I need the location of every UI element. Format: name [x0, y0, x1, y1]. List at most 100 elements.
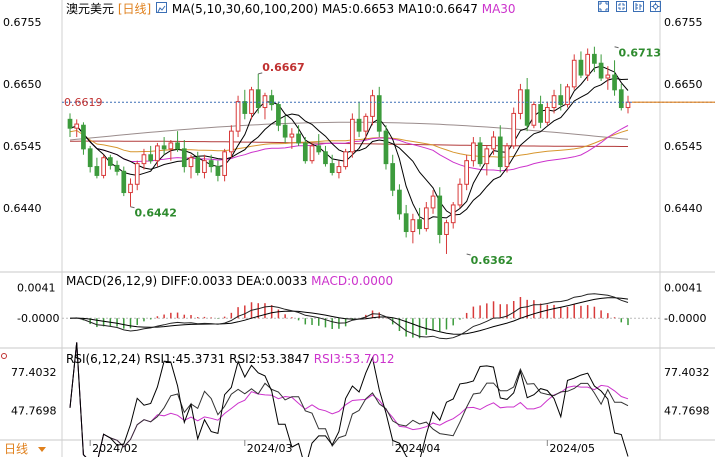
rsi3-line: [69, 342, 629, 457]
candle-body: [269, 95, 275, 106]
annotation-label: 0.6442: [135, 207, 177, 220]
candle-body: [390, 163, 396, 191]
candle-body: [181, 148, 187, 168]
rsi-header: RSI(6,12,24) RSI1:45.3731 RSI2:53.3847 R…: [66, 352, 395, 366]
shrink-icon[interactable]: [616, 1, 627, 12]
chart-header: 澳元美元 [日线] MA(5,10,30,60,100,200) MA5:0.6…: [66, 2, 516, 16]
candle-body: [121, 170, 127, 194]
ma-settings-icon[interactable]: [156, 2, 168, 13]
candle-body: [343, 151, 348, 168]
price-tick-right: 0.6755: [664, 16, 703, 29]
macd-dea-line: [69, 297, 629, 335]
rsi2-line: [69, 342, 629, 457]
candle-body: [336, 166, 342, 173]
price-tick-right: 0.6545: [664, 140, 703, 153]
candle-body: [417, 219, 422, 230]
candle-body: [598, 62, 604, 79]
rsi1-value: RSI1:45.3731: [144, 352, 226, 366]
rsi2-value: RSI2:53.3847: [229, 352, 310, 366]
price-tick-right: 0.6650: [664, 78, 703, 91]
dropdown-icon: [37, 447, 46, 452]
indicator-icon[interactable]: [633, 1, 644, 12]
macd-diff: DIFF:0.0033: [160, 274, 233, 288]
x-tick-label: 2024/04: [395, 442, 441, 455]
candle-body: [491, 136, 496, 150]
candle-body: [376, 95, 382, 132]
candle-body: [518, 89, 523, 114]
macd-name: MACD(26,12,9): [66, 274, 158, 288]
candle-body: [229, 130, 234, 153]
period-tab[interactable]: 日线: [0, 441, 60, 457]
candle-body: [612, 74, 617, 91]
candle-body: [101, 157, 106, 176]
ma5-value: MA5:0.6653: [321, 2, 395, 16]
candle-body: [565, 86, 570, 106]
candle-body: [87, 148, 93, 168]
price-tick-left: 0.6545: [3, 140, 42, 153]
candle-body: [175, 142, 180, 150]
candle-body: [605, 74, 611, 79]
macd-tick-right: -0.0000: [664, 312, 706, 325]
price-tick-right: 0.6440: [664, 202, 703, 215]
candle-body: [585, 53, 591, 76]
candle-body: [114, 164, 120, 172]
candle-body: [302, 142, 308, 162]
candle-body: [235, 101, 241, 132]
candle-body: [188, 157, 194, 168]
expand-icon[interactable]: [598, 1, 609, 12]
candle-body: [289, 133, 295, 138]
rsi-tick-right: 77.4032: [664, 366, 710, 379]
candle-body: [155, 145, 160, 162]
candle-body: [296, 133, 301, 144]
rsi-marker-icon: [1, 353, 7, 359]
candle-body: [329, 163, 335, 173]
candle-body: [544, 107, 550, 123]
rsi-tick-left: 47.7698: [11, 405, 57, 418]
rsi-tick-left: 77.4032: [11, 366, 57, 379]
candle-body: [161, 145, 167, 150]
ma30-value: MA30: [481, 2, 516, 16]
settings-icon[interactable]: [650, 1, 661, 12]
annotation-label: 0.6713: [619, 47, 661, 60]
candle-body: [309, 145, 315, 162]
candle-body: [538, 104, 543, 123]
candle-body: [531, 104, 537, 126]
annotation-label: 0.6667: [262, 61, 304, 74]
price-tick-left: 0.6650: [3, 78, 42, 91]
rsi-tick-right: 47.7698: [664, 405, 710, 418]
candle-body: [410, 219, 416, 233]
ma200-line: [70, 140, 628, 147]
candle-body: [222, 151, 227, 176]
annotation-leader: [258, 72, 263, 75]
candle-body: [81, 124, 86, 150]
macd-diff-line: [69, 293, 629, 340]
price-tick-left: 0.6755: [3, 16, 42, 29]
candle-body: [249, 89, 254, 114]
annotation-leader: [130, 206, 135, 209]
x-tick-label: 2024/05: [549, 442, 595, 455]
macd-dea: DEA:0.0033: [236, 274, 308, 288]
candle-body: [423, 207, 429, 230]
candle-body: [195, 157, 201, 173]
candle-body: [282, 124, 288, 138]
candle-body: [276, 104, 281, 126]
candle-body: [202, 160, 207, 173]
candle-body: [67, 118, 73, 129]
candle-body: [571, 59, 577, 88]
candle-body: [262, 95, 268, 109]
candle-body: [578, 59, 584, 76]
candle-body: [618, 89, 624, 109]
period-tab-label: 日线: [4, 442, 29, 456]
candle-body: [208, 160, 214, 168]
rsi3-value: RSI3:53.7012: [313, 352, 395, 366]
candle-body: [74, 123, 80, 129]
ma-label: MA(5,10,30,60,100,200): [171, 2, 319, 16]
candle-body: [450, 204, 456, 224]
candle-body: [168, 142, 174, 150]
candle-body: [134, 163, 140, 185]
candle-body: [94, 166, 100, 176]
ma100-line: [69, 121, 629, 141]
rsi1-line: [69, 342, 629, 457]
